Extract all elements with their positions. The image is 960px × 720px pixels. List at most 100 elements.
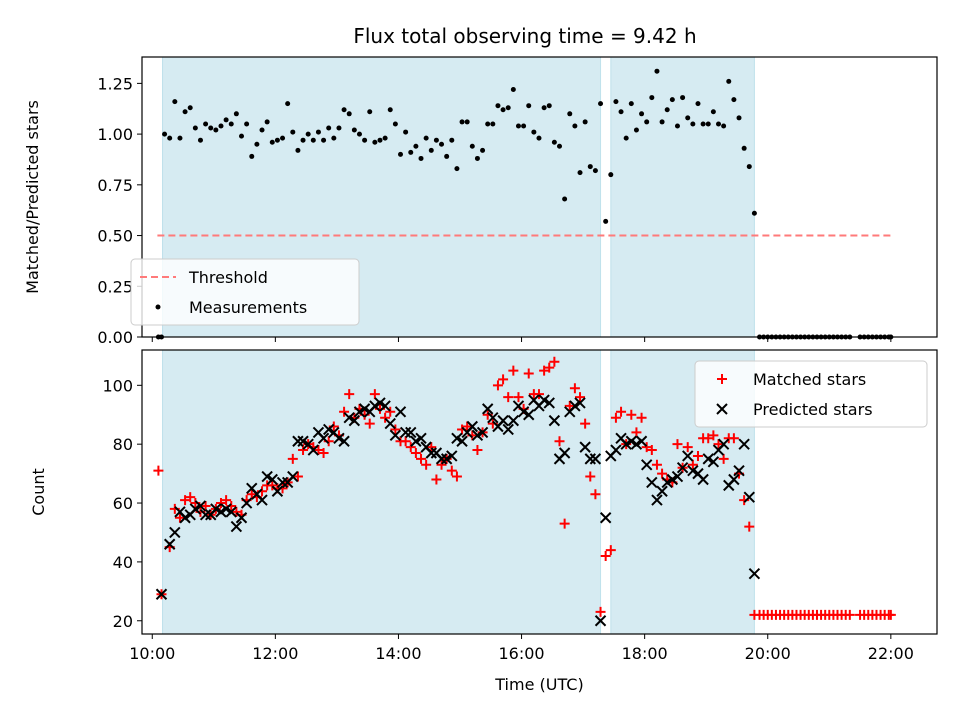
bottom-legend-box — [694, 360, 928, 428]
measurement-point — [644, 119, 650, 125]
predicted-star-point — [348, 414, 361, 427]
measurement-point — [485, 121, 491, 127]
matched-star-point — [446, 465, 457, 476]
measurement-point — [285, 101, 291, 107]
measurement-point — [639, 111, 645, 117]
measurement-point — [716, 121, 722, 127]
predicted-star-point — [497, 414, 509, 427]
top-y-axis-label: Matched/Predicted stars — [23, 100, 42, 294]
measurement-point — [239, 133, 245, 139]
bottom-x-tick-label: 20:00 — [745, 644, 791, 663]
measurement-point — [505, 105, 511, 111]
predicted-star-point — [589, 453, 602, 465]
matched-star-point — [498, 374, 509, 385]
measurement-point — [305, 131, 311, 137]
predicted-star-point — [507, 414, 520, 427]
top-legend-box — [130, 258, 360, 326]
measurement-point — [469, 143, 475, 149]
measurement-point — [392, 121, 398, 127]
predicted-star-point — [307, 444, 320, 456]
measurement-point — [162, 131, 168, 137]
measurement-point — [346, 111, 352, 117]
matched-star-point — [215, 498, 226, 509]
measurement-point — [228, 121, 234, 127]
matched-star-point — [492, 380, 503, 391]
measurement-point — [290, 129, 296, 135]
measurement-point — [213, 127, 219, 133]
matched-star-point — [400, 436, 411, 447]
predicted-star-point — [523, 409, 535, 421]
predicted-star-point — [574, 397, 586, 409]
measurement-point — [659, 119, 665, 125]
bottom-y-axis-label: Count — [29, 468, 48, 516]
bottom-x-tick-label: 12:00 — [252, 644, 298, 663]
matched-star-point — [339, 406, 350, 417]
matched-star-point — [580, 418, 591, 429]
predicted-star-point — [163, 538, 176, 550]
measurement-point — [474, 155, 480, 161]
matched-star-point — [410, 448, 421, 459]
predicted-star-point — [379, 400, 391, 412]
matched-star-point — [431, 474, 442, 485]
matched-star-point — [590, 489, 601, 500]
matched-star-point — [605, 545, 616, 556]
predicted-star-point — [635, 435, 648, 447]
measurement-point — [300, 137, 306, 143]
measurement-point — [423, 135, 429, 141]
measurement-point — [182, 109, 188, 115]
predicted-star-point — [481, 403, 494, 415]
top-y-tick-label: 0.25 — [97, 277, 133, 296]
matched-star-point — [631, 427, 642, 438]
measurement-point — [526, 103, 532, 109]
matched-star-point — [385, 406, 396, 417]
top-y-tick-label: 0.75 — [97, 176, 133, 195]
matched-star-point — [462, 421, 473, 432]
matched-star-point — [267, 480, 278, 491]
measurement-point — [326, 125, 332, 131]
bottom-y-tick-label: 100 — [102, 376, 133, 395]
matched-star-point — [508, 365, 519, 376]
measurement-point — [464, 119, 470, 125]
matched-star-point — [221, 495, 232, 506]
matched-star-point — [539, 365, 550, 376]
predicted-star-point — [640, 459, 653, 471]
bottom-y-tick-label: 80 — [113, 435, 133, 454]
matched-star-point — [595, 606, 606, 617]
measurement-point — [264, 119, 270, 125]
matched-star-point — [549, 356, 560, 367]
matched-star-point — [641, 442, 652, 453]
legend-matched-swatch — [717, 374, 727, 384]
measurement-point — [321, 137, 327, 143]
matched-star-point — [513, 392, 524, 403]
matched-star-point — [844, 609, 855, 620]
measurement-point — [341, 107, 347, 113]
matched-star-point — [380, 412, 391, 423]
matched-star-point — [416, 453, 427, 464]
legend-measurement-swatch — [155, 304, 161, 310]
measurement-point — [274, 137, 280, 143]
matched-star-point — [585, 471, 596, 482]
measurement-point — [608, 172, 614, 178]
measurement-point — [598, 101, 604, 107]
predicted-star-point — [733, 464, 745, 477]
measurement-point — [603, 218, 609, 224]
measurement-point — [710, 109, 716, 115]
predicted-star-point — [476, 426, 489, 439]
matched-star-point — [559, 518, 570, 529]
bottom-legend: Matched stars Predicted stars — [694, 360, 928, 428]
measurement-point — [695, 101, 701, 107]
top-panel: 0.00 0.25 0.50 0.75 1.00 1.25 Matched/Predicte… — [23, 56, 938, 347]
measurement-point — [567, 111, 573, 117]
matched-star-point — [600, 551, 611, 562]
matched-star-point — [369, 389, 380, 400]
matched-star-point — [564, 400, 575, 411]
measurement-point — [649, 95, 655, 101]
measurement-point — [557, 143, 563, 149]
matched-star-point — [426, 442, 437, 453]
legend-predicted-swatch — [716, 403, 728, 415]
predicted-star-point — [435, 453, 448, 465]
measurement-point — [751, 210, 757, 216]
measurement-point — [721, 123, 727, 129]
predicted-star-point — [610, 444, 622, 456]
matched-star-point — [651, 459, 662, 470]
